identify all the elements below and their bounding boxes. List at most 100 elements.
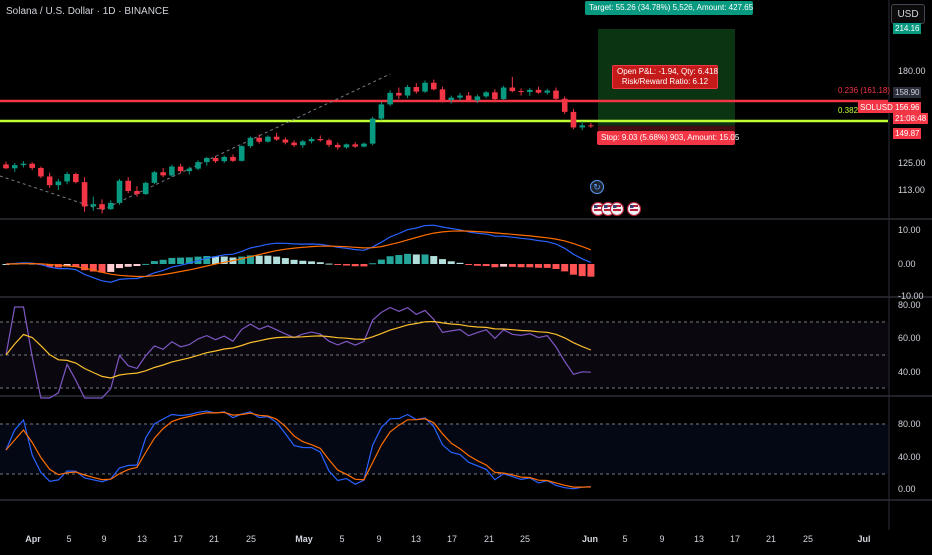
macd-histogram-bar — [107, 264, 115, 272]
time-axis[interactable]: Apr 5 9 13 17 21 25 May 5 9 13 17 21 25 Jun 5 9 13 17 21 25 J… — [25, 534, 870, 544]
macd-histogram-bar — [177, 257, 185, 264]
candle-body — [404, 87, 411, 96]
symbol-title[interactable]: Solana / U.S. Dollar · 1D · BINANCE — [6, 6, 169, 17]
flag-canton — [630, 205, 634, 208]
candle-body — [544, 90, 551, 93]
macd-histogram-bar — [124, 264, 132, 267]
stoch-tick-label: 40.00 — [898, 452, 921, 462]
macd-histogram-bar — [342, 264, 350, 266]
time-tick-label: 17 — [173, 534, 183, 544]
time-tick-label: Jun — [582, 534, 598, 544]
candle-body — [588, 125, 594, 127]
macd-line — [5, 224, 592, 283]
rsi-pane[interactable] — [0, 306, 888, 399]
candle-body — [99, 204, 105, 210]
event-markers[interactable]: ↻ — [590, 180, 642, 217]
macd-histogram-bar — [543, 264, 551, 268]
candle-body — [317, 139, 324, 141]
candle-body — [527, 89, 533, 92]
candle-body — [151, 172, 158, 183]
rsi-tick-label: 80.00 — [898, 300, 921, 310]
pnl-line: Open P&L: -1.94, Qty: 6.418 — [617, 67, 718, 76]
candle-body — [387, 92, 393, 105]
candle-body — [492, 92, 498, 100]
macd-histogram-bar — [316, 262, 324, 264]
macd-tick-label: 0.00 — [898, 259, 916, 269]
target-label[interactable]: Target: 55.26 (34.78%) 5,526, Amount: 42… — [585, 1, 753, 15]
macd-histogram-bar — [308, 261, 316, 264]
time-tick-label: 25 — [246, 534, 256, 544]
stoch-d-line — [5, 411, 591, 488]
candle-body — [20, 163, 27, 166]
macd-tick-label: 10.00 — [898, 225, 921, 235]
trend-line[interactable] — [0, 73, 391, 211]
candle-body — [413, 87, 420, 92]
flag-stripe — [604, 209, 612, 211]
earnings-flag-icon[interactable] — [626, 201, 642, 217]
candle-body — [439, 89, 446, 100]
candle-body — [3, 164, 9, 169]
macd-histogram-bar — [212, 256, 220, 264]
time-tick-label: 13 — [411, 534, 421, 544]
candle-body — [160, 172, 166, 176]
macd-pane[interactable] — [2, 224, 595, 283]
candle-body — [273, 136, 280, 140]
rsi-line — [5, 306, 591, 399]
stop-label[interactable]: Stop: 9.03 (5.68%) 903, Amount: 15.05 — [597, 131, 739, 145]
candle-body — [361, 143, 367, 147]
macd-histogram-bar — [552, 264, 560, 269]
candle-body — [107, 202, 114, 210]
candle-body — [282, 139, 289, 143]
macd-histogram-bar — [351, 264, 359, 267]
macd-histogram-bar — [360, 264, 368, 267]
flag-stripe — [613, 205, 621, 207]
macd-histogram-bar — [412, 254, 420, 264]
macd-histogram-bar — [439, 259, 446, 264]
candle-body — [509, 87, 516, 92]
fib-382-label: 0.382 — [838, 106, 859, 115]
time-tick-label: 9 — [659, 534, 664, 544]
time-tick-label: 21 — [484, 534, 494, 544]
earnings-flag-icon[interactable] — [590, 201, 606, 217]
earnings-flag-icon[interactable] — [609, 201, 625, 217]
macd-histogram-bar — [185, 257, 193, 264]
candle-body — [134, 191, 140, 195]
candle-body — [535, 89, 542, 93]
macd-histogram-bar — [299, 260, 307, 264]
macd-histogram-bar — [246, 255, 254, 264]
candle-body — [195, 162, 201, 169]
rsi-tick-label: 60.00 — [898, 333, 921, 343]
time-tick-label: May — [295, 534, 313, 544]
macd-histogram-bar — [2, 264, 10, 265]
flag-stripe — [594, 205, 602, 207]
candle-body — [570, 111, 577, 128]
stoch-rsi-pane[interactable] — [0, 410, 888, 490]
candle-body — [90, 204, 97, 207]
candle-body — [221, 156, 228, 162]
pnl-label[interactable]: Open P&L: -1.94, Qty: 6.418 Risk/Reward … — [612, 65, 718, 89]
dividend-icon[interactable]: ↻ — [590, 180, 604, 194]
flag-canton — [613, 205, 617, 208]
stoch-tick-label: 0.00 — [898, 484, 916, 494]
currency-button[interactable]: USD — [891, 4, 925, 24]
macd-histogram-bar — [159, 259, 167, 264]
price-axis[interactable]: 180.00125.00113.0010.000.00-10.0080.0060… — [898, 66, 926, 494]
macd-histogram-bar — [447, 261, 455, 264]
flag-stripe — [630, 209, 638, 211]
macd-histogram-bar — [508, 264, 516, 267]
macd-histogram-bar — [377, 259, 385, 264]
macd-histogram-bar — [290, 259, 298, 264]
candle-body — [579, 125, 585, 128]
macd-histogram-bar — [404, 253, 412, 264]
fib-zones — [0, 29, 888, 139]
target-price-tag: 214.16 — [893, 23, 922, 34]
trend-line-up[interactable] — [101, 73, 391, 211]
time-tick-label: Apr — [25, 534, 41, 544]
candle-body — [186, 168, 193, 172]
macd-histogram-bar — [473, 264, 481, 266]
candle-body — [38, 167, 44, 177]
macd-histogram-bar — [369, 263, 377, 265]
time-tick-label: 13 — [694, 534, 704, 544]
